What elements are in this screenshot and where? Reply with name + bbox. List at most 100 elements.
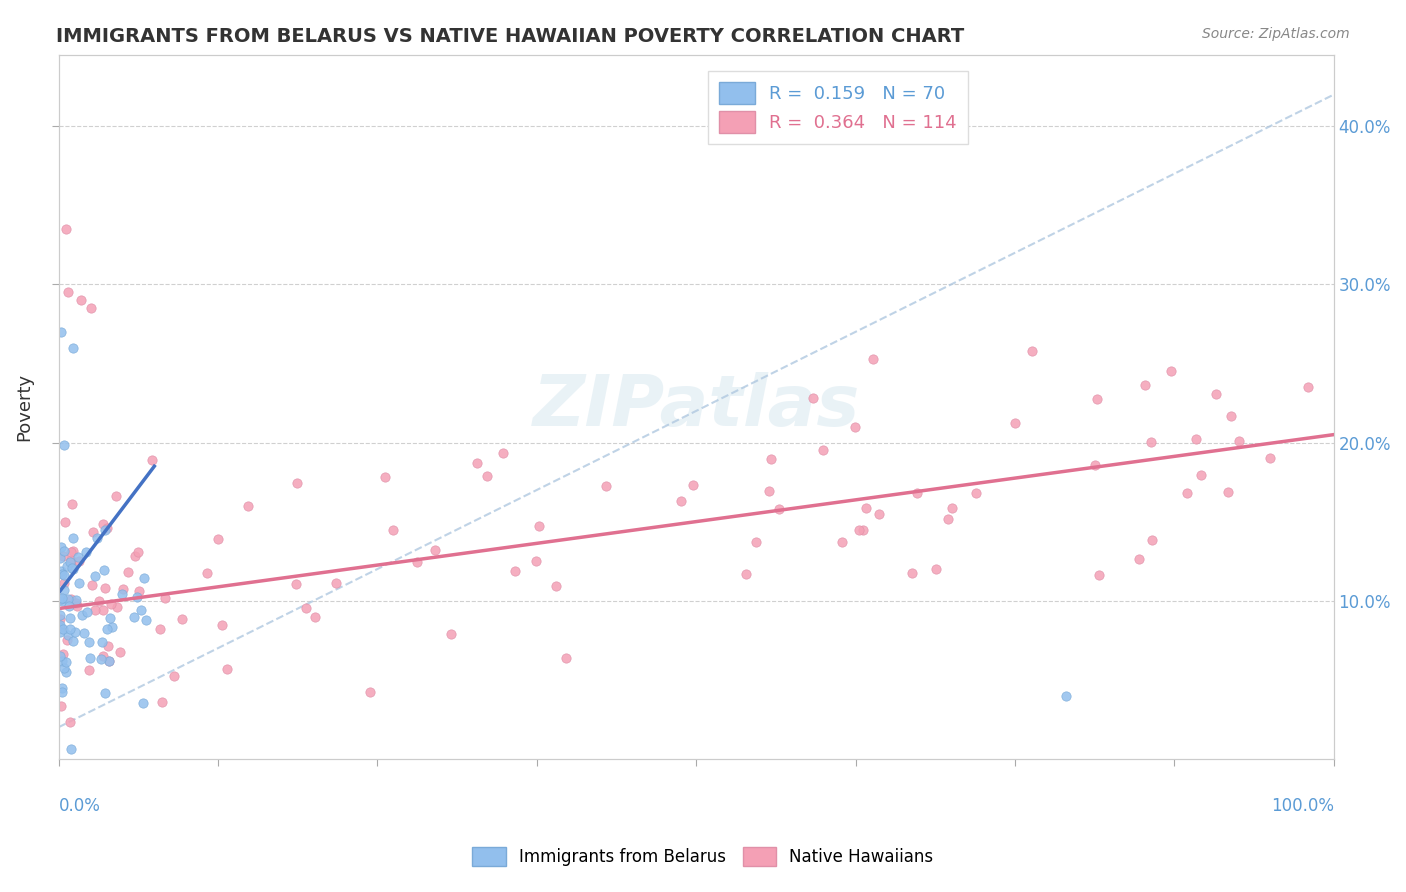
Point bbox=[49, 540, 72, 554]
Point bbox=[141, 452, 163, 467]
Point bbox=[1139, 434, 1161, 449]
Point bbox=[82, 578, 104, 592]
Point bbox=[66, 599, 89, 613]
Point bbox=[285, 576, 308, 591]
Point bbox=[94, 523, 117, 537]
Point bbox=[110, 644, 132, 658]
Point bbox=[75, 544, 97, 558]
Point bbox=[965, 486, 987, 500]
Point bbox=[105, 599, 128, 614]
Point bbox=[91, 634, 114, 648]
Point bbox=[135, 613, 157, 627]
Point bbox=[844, 420, 866, 434]
Point bbox=[554, 651, 576, 665]
Point bbox=[848, 524, 870, 538]
Point bbox=[49, 550, 72, 565]
Point bbox=[1216, 485, 1239, 500]
Point bbox=[67, 554, 90, 568]
Point bbox=[325, 576, 347, 591]
Point bbox=[51, 684, 73, 698]
Text: Source: ZipAtlas.com: Source: ZipAtlas.com bbox=[1202, 27, 1350, 41]
Point bbox=[94, 685, 117, 699]
Point bbox=[79, 635, 101, 649]
Point bbox=[217, 662, 239, 676]
Point bbox=[94, 582, 117, 596]
Point bbox=[925, 562, 948, 576]
Point bbox=[53, 583, 76, 598]
Point bbox=[62, 544, 84, 558]
Point bbox=[97, 639, 120, 653]
Point bbox=[96, 623, 118, 637]
Point bbox=[79, 651, 101, 665]
Point bbox=[132, 571, 155, 585]
Point bbox=[1085, 392, 1108, 406]
Point bbox=[62, 562, 84, 576]
Point bbox=[101, 620, 124, 634]
Text: 0.0%: 0.0% bbox=[59, 797, 101, 815]
Point bbox=[1220, 409, 1243, 423]
Point bbox=[195, 566, 218, 580]
Point bbox=[49, 649, 72, 664]
Point bbox=[59, 622, 82, 636]
Point bbox=[49, 699, 72, 714]
Point bbox=[831, 534, 853, 549]
Point bbox=[52, 622, 75, 636]
Point bbox=[84, 568, 107, 582]
Point bbox=[374, 470, 396, 484]
Point bbox=[524, 553, 547, 567]
Point bbox=[69, 293, 91, 308]
Point bbox=[67, 576, 90, 591]
Point bbox=[111, 587, 134, 601]
Point bbox=[381, 523, 404, 537]
Point bbox=[53, 515, 76, 529]
Point bbox=[1054, 689, 1077, 703]
Point bbox=[1258, 451, 1281, 466]
Point bbox=[59, 715, 82, 730]
Point bbox=[77, 663, 100, 677]
Point bbox=[477, 468, 499, 483]
Point bbox=[55, 665, 77, 680]
Point bbox=[56, 591, 79, 606]
Point bbox=[1004, 417, 1026, 431]
Point bbox=[735, 567, 758, 582]
Point bbox=[905, 486, 928, 500]
Point bbox=[90, 651, 112, 665]
Point bbox=[503, 565, 526, 579]
Point bbox=[124, 549, 146, 563]
Point bbox=[149, 622, 172, 636]
Point bbox=[62, 561, 84, 575]
Point bbox=[758, 483, 780, 498]
Point bbox=[941, 501, 963, 516]
Point bbox=[295, 600, 318, 615]
Point bbox=[56, 628, 79, 642]
Point bbox=[104, 489, 127, 503]
Point bbox=[82, 524, 104, 539]
Point bbox=[62, 341, 84, 355]
Point bbox=[801, 391, 824, 405]
Point bbox=[163, 669, 186, 683]
Point bbox=[59, 555, 82, 569]
Point bbox=[51, 681, 73, 695]
Point bbox=[1128, 552, 1150, 566]
Text: 100.0%: 100.0% bbox=[1271, 797, 1334, 815]
Text: ZIPatlas: ZIPatlas bbox=[533, 373, 860, 442]
Point bbox=[759, 451, 782, 466]
Point bbox=[1205, 387, 1227, 401]
Point bbox=[1296, 380, 1319, 394]
Point bbox=[125, 590, 148, 604]
Point bbox=[62, 531, 84, 545]
Point bbox=[59, 611, 82, 625]
Point bbox=[122, 610, 145, 624]
Point bbox=[936, 512, 959, 526]
Point bbox=[60, 497, 83, 511]
Point bbox=[1140, 533, 1163, 548]
Point bbox=[70, 608, 93, 623]
Point bbox=[359, 685, 381, 699]
Point bbox=[49, 618, 72, 632]
Point bbox=[60, 545, 83, 559]
Point bbox=[65, 593, 87, 607]
Point bbox=[129, 602, 152, 616]
Point bbox=[901, 566, 924, 580]
Point bbox=[49, 624, 72, 639]
Point bbox=[52, 549, 75, 564]
